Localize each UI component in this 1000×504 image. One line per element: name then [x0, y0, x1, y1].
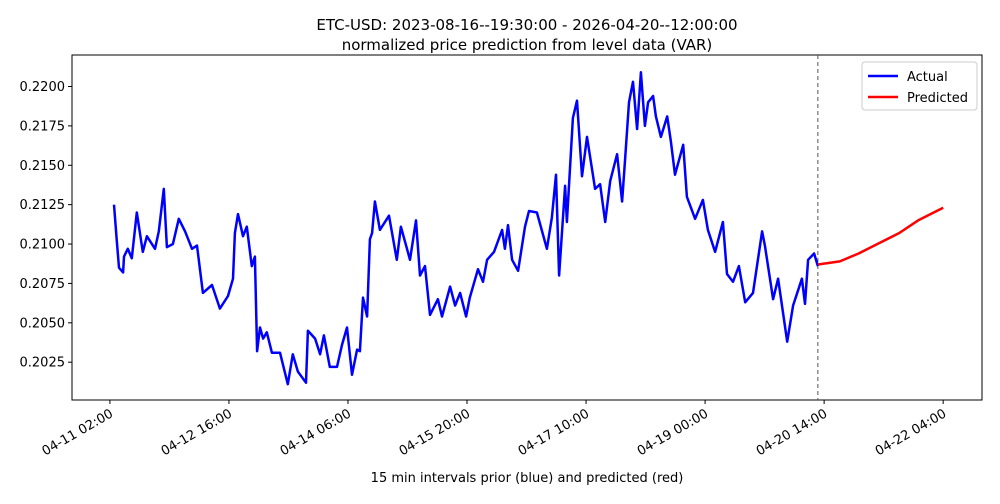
- x-tick-label: 04-12 16:00: [159, 406, 235, 459]
- legend: Actual Predicted: [861, 61, 978, 111]
- chart-subtitle: normalized price prediction from level d…: [342, 36, 713, 54]
- x-tick-label: 04-22 04:00: [873, 406, 949, 459]
- y-tick-label: 0.2025: [20, 356, 66, 371]
- y-tick-label: 0.2050: [20, 316, 66, 331]
- x-axis-label: 15 min intervals prior (blue) and predic…: [371, 471, 684, 486]
- y-tick-label: 0.2075: [20, 277, 66, 292]
- x-tick-label: 04-14 06:00: [278, 406, 354, 459]
- x-tick-label: 04-17 10:00: [516, 406, 592, 459]
- y-tick-label: 0.2200: [20, 80, 66, 95]
- y-tick-label: 0.2125: [20, 198, 66, 213]
- series-line-actual: [112, 71, 820, 386]
- chart-title: ETC-USD: 2023-08-16--19:30:00 - 2026-04-…: [316, 16, 737, 34]
- x-tick-label: 04-19 00:00: [635, 406, 711, 459]
- y-tick-label: 0.2150: [20, 159, 66, 174]
- y-tick-label: 0.2175: [20, 119, 66, 134]
- legend-label-predicted: Predicted: [907, 91, 968, 106]
- plot-area: [71, 54, 983, 401]
- series-line-predicted: [817, 206, 944, 266]
- y-tick-label: 0.2100: [20, 238, 66, 253]
- x-tick-label: 04-11 02:00: [40, 406, 116, 459]
- x-tick-label: 04-20 14:00: [754, 406, 830, 459]
- legend-label-actual: Actual: [907, 70, 948, 85]
- x-tick-label: 04-15 20:00: [397, 406, 473, 459]
